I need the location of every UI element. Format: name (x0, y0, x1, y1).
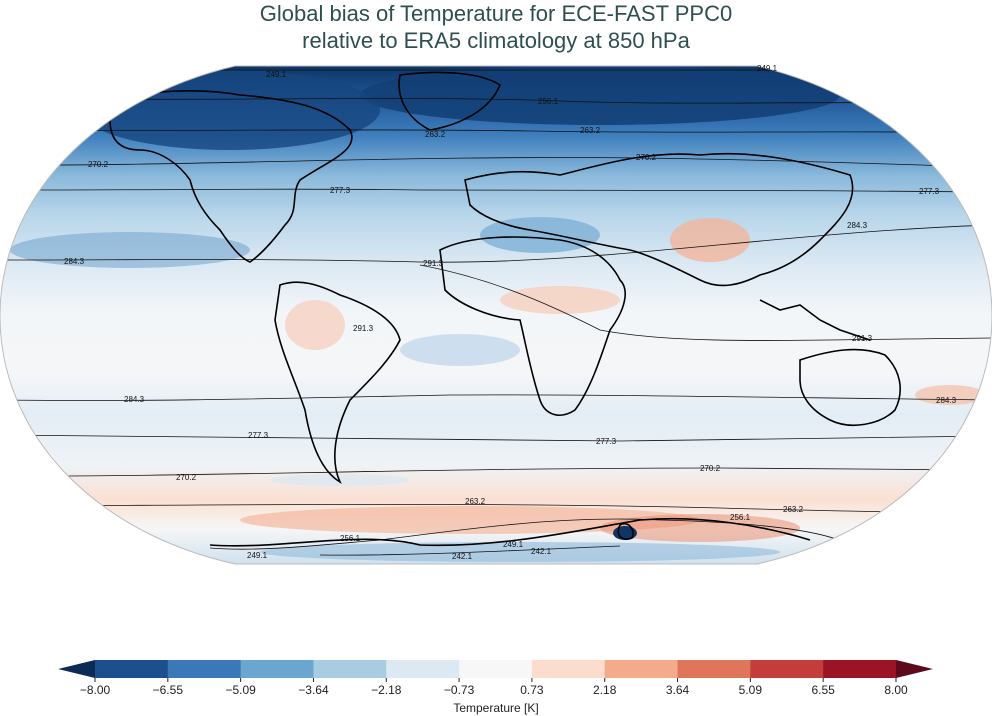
colorbar-tick-label: −8.00 (80, 683, 111, 697)
contour-label: 256.1 (340, 534, 361, 543)
contour-label: 249.1 (757, 64, 778, 73)
contour-label: 263.2 (783, 505, 804, 514)
colorbar-tick-label: −3.64 (298, 683, 329, 697)
contour-label: 263.2 (425, 130, 446, 139)
colorbar-segment (531, 660, 606, 678)
contour-label: 291.3 (852, 334, 873, 343)
colorbar-tick-label: −6.55 (153, 683, 184, 697)
contour-label: 291.3 (423, 259, 444, 268)
colorbar-label: Temperature [K] (453, 701, 538, 715)
colorbar-tick-label: 3.64 (666, 683, 690, 697)
map-field (0, 66, 992, 564)
chart-title-line-2: relative to ERA5 climatology at 850 hPa (302, 28, 690, 53)
colorbar-segment (750, 660, 824, 678)
contour-label: 249.1 (247, 551, 268, 560)
contour-labels: 249.1 249.1 256.1 263.2 263.2 270.2 270.… (64, 64, 957, 561)
colorbar-tick-label: −2.18 (371, 683, 402, 697)
coastlines (109, 71, 901, 547)
colorbar-segment (95, 660, 169, 678)
contour-label: 291.3 (353, 324, 374, 333)
contour-label: 249.1 (266, 70, 287, 79)
contour-label: 263.2 (465, 497, 486, 506)
colorbar-segment (386, 660, 460, 678)
contour-label: 249.1 (503, 540, 524, 549)
colorbar-tick-label: −5.09 (225, 683, 256, 697)
colorbar-ticks: −8.00 −6.55 −5.09 −3.64 −2.18 −0.73 0.73 2.18 3.… (80, 678, 908, 697)
contour-label: 284.3 (936, 396, 957, 405)
colorbar-segment (459, 660, 533, 678)
colorbar-tick-label: 2.18 (593, 683, 617, 697)
contour-label: 256.1 (730, 513, 751, 522)
colorbar-tick-label: 0.73 (520, 683, 544, 697)
contour-label: 270.2 (88, 160, 109, 169)
colorbar-segment (677, 660, 751, 678)
colorbar-segment (823, 660, 897, 678)
colorbar-tick-label: 5.09 (739, 683, 763, 697)
colorbar-segment (167, 660, 242, 678)
chart-title-line-1: Global bias of Temperature for ECE-FAST … (259, 1, 733, 26)
contour-label: 284.3 (124, 395, 145, 404)
contour-label: 277.3 (596, 437, 617, 446)
contour-label: 277.3 (248, 431, 269, 440)
colorbar-tick-label: −0.73 (444, 683, 475, 697)
contour-label: 270.2 (636, 153, 657, 162)
contour-label: 277.3 (330, 186, 351, 195)
contour-label: 270.2 (176, 473, 197, 482)
colorbar: −8.00 −6.55 −5.09 −3.64 −2.18 −0.73 0.73 2.18 3.… (58, 660, 933, 715)
contour-label: 277.3 (919, 187, 940, 196)
colorbar-segment (240, 660, 314, 678)
colorbar-tick-label: 8.00 (884, 683, 908, 697)
contour-label: 256.1 (538, 97, 559, 106)
contour-label: 270.2 (700, 464, 721, 473)
colorbar-segment (313, 660, 387, 678)
colorbar-tick-label: 6.55 (812, 683, 836, 697)
colorbar-segment (604, 660, 679, 678)
contour-label: 263.2 (580, 126, 601, 135)
colorbar-segments (95, 660, 897, 678)
contour-label: 242.1 (531, 547, 552, 556)
contour-label: 284.3 (847, 221, 868, 230)
colorbar-extend-min (58, 660, 95, 678)
contour-label: 242.1 (452, 552, 473, 561)
contour-label: 284.3 (64, 257, 85, 266)
colorbar-extend-max (896, 660, 933, 678)
